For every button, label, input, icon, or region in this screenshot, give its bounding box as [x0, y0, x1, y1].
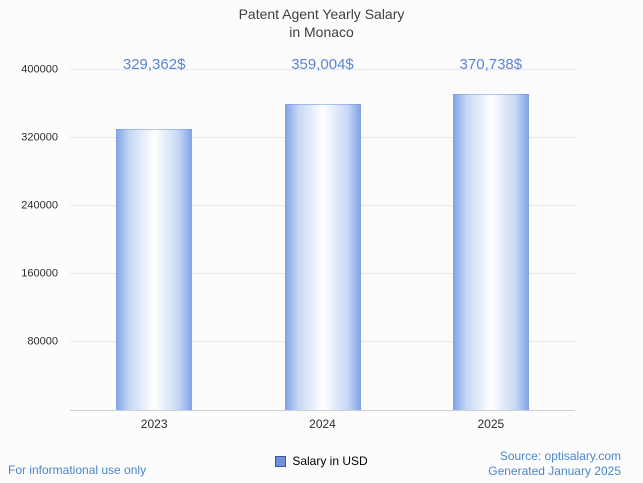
y-tick-label: 240000: [21, 199, 58, 212]
bar-2024: [284, 103, 361, 410]
source-block: Source: optisalary.com Generated January…: [488, 449, 621, 479]
value-label: 329,362$: [122, 56, 186, 73]
value-label: 370,738$: [459, 56, 523, 73]
x-tick-label: 2024: [309, 417, 336, 431]
y-tick-label: 320000: [21, 131, 58, 144]
bar-2023: [116, 129, 193, 410]
disclaimer-text: For informational use only: [8, 463, 147, 477]
legend: Salary in USD: [0, 452, 643, 470]
x-tick-label: 2025: [477, 417, 505, 431]
x-axis: 2023 2024 2025: [70, 416, 575, 432]
x-tick-label: 2023: [140, 417, 168, 431]
bar-2025: [452, 93, 529, 410]
y-tick-label: 160000: [21, 267, 58, 280]
chart-title-line1: Patent Agent Yearly Salary: [238, 6, 405, 22]
gridline: [70, 69, 575, 70]
plot-area: [70, 69, 575, 411]
y-tick-label: 80000: [27, 335, 58, 348]
y-axis: 80000 160000 240000 320000 400000: [0, 64, 64, 410]
value-labels: 329,362$ 359,004$ 370,738$: [70, 54, 575, 76]
generated-text: Generated January 2025: [488, 464, 621, 478]
y-tick-label: 400000: [21, 63, 58, 76]
source-text: Source: optisalary.com: [499, 449, 621, 463]
value-label: 359,004$: [291, 56, 354, 73]
legend-swatch-icon: [275, 455, 287, 467]
chart-title-line2: in Monaco: [289, 23, 354, 40]
chart-title: Patent Agent Yearly Salary in Monaco: [0, 6, 643, 42]
legend-label: Salary in USD: [292, 454, 368, 468]
